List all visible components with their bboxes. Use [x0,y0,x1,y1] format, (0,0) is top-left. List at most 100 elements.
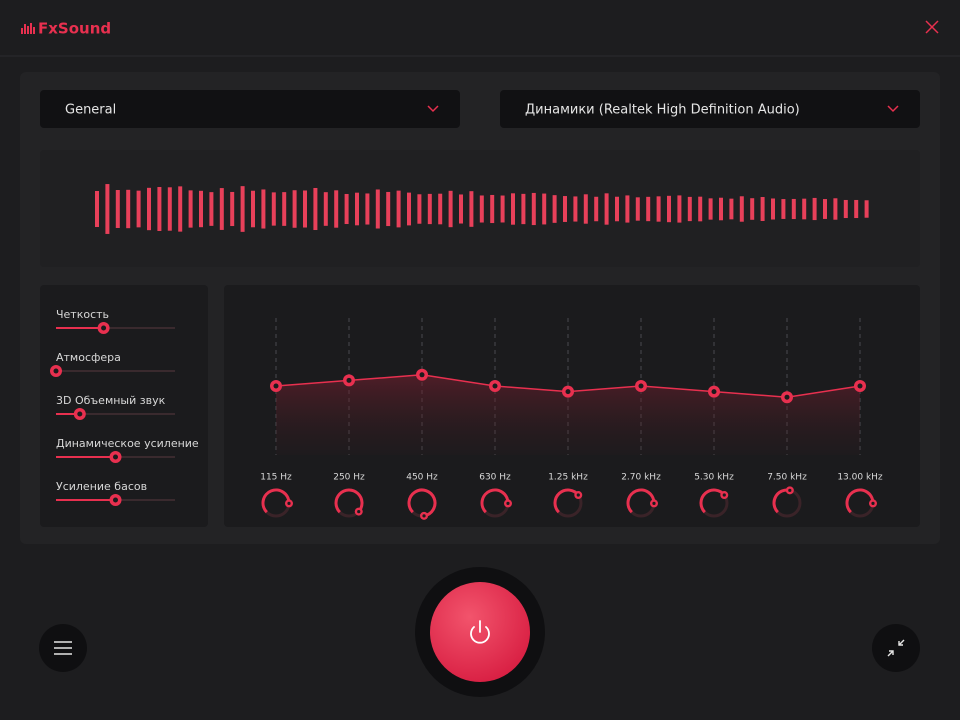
eq-point-center [346,377,352,383]
spectrum-bar [303,190,307,228]
spectrum-bar [479,195,484,223]
spectrum-bar [708,198,713,220]
knob-dot-center [357,509,361,514]
spectrum-bar [802,198,807,220]
effects-panel [40,285,208,527]
eq-point-center [419,372,425,378]
spectrum-bar [521,193,526,225]
spectrum-bar [261,189,266,229]
spectrum-bar [615,196,619,222]
spectrum-bar [781,199,786,219]
spectrum-bar [271,192,276,226]
spectrum-bar [230,191,235,227]
spectrum-bar [531,192,536,226]
spectrum-bar [573,196,578,222]
spectrum-bar [594,196,599,222]
spectrum-bar [386,191,391,227]
slider-knob-center [113,497,118,503]
spectrum-bar [157,187,162,231]
knob-dot-center [506,501,510,506]
spectrum-bar [635,197,640,221]
eq-point-center [565,389,571,395]
close-button[interactable] [925,20,939,34]
band-label: 250 Hz [333,473,365,483]
spectrum-bar [646,196,651,222]
spectrum-bar [771,198,775,220]
device-dropdown[interactable] [500,90,920,128]
spectrum-bar [407,192,411,226]
band-label: 7.50 kHz [767,473,807,483]
knob-dot-center [788,488,792,492]
knob-arc [334,488,364,514]
preset-text: General [65,103,116,118]
spectrum-bar [105,184,110,234]
spectrum-bar [760,197,765,221]
knob-dot-center [652,501,656,506]
knob-dot-center [722,493,726,497]
band-label: 5.30 kHz [694,473,734,483]
spectrum-bar [833,198,838,220]
slider-knob-center [113,454,118,460]
spectrum-bar [344,193,349,225]
spectrum-bar [240,186,245,232]
spectrum-bar [729,198,734,220]
knob-arc [845,488,875,514]
spectrum-bar [687,196,692,222]
spectrum-bar [667,195,671,223]
spectrum-bar [147,187,151,231]
spectrum-bar [677,195,682,223]
spectrum-bar [95,191,99,227]
spectrum-bar [355,192,359,226]
spectrum-bar [375,189,380,229]
spectrum-bar [625,195,630,223]
eq-point-center [711,389,717,395]
minimize-icon [887,639,905,657]
spectrum [95,184,869,234]
spectrum-bar [323,192,328,226]
band-label: 13.00 kHz [837,473,883,483]
spectrum-bar [292,190,297,228]
effect-label: Атмосфера [56,351,121,364]
equalizer: 115 Hz 250 Hz 450 Hz 630 Hz 1.25 kHz 2.70 kHz… [260,318,883,520]
spectrum-bar [178,186,183,232]
spectrum-bar [136,190,141,228]
spectrum-bar [719,197,723,221]
knob-arc [553,488,580,514]
dropdown-chevron [887,105,899,113]
effect-label: Динамическое усиление [56,437,199,450]
spectrum-bar [698,196,703,222]
minimize-button[interactable] [872,624,920,672]
spectrum-bar [656,196,661,222]
power-icon [470,620,490,644]
spectrum-bar [490,194,495,224]
spectrum-bar [854,199,859,219]
band-label: 1.25 kHz [548,473,588,483]
slider-knob-center [101,325,107,331]
effect-label: Усиление басов [56,480,147,493]
knob-dot-center [422,514,426,518]
band-label: 115 Hz [260,473,292,483]
spectrum-bar [739,196,744,222]
dropdown-chevron [427,105,439,113]
eq-point-center [784,394,790,400]
effect-label: 3D Объемный звук [56,394,166,407]
eq-point-center [857,383,863,389]
knob-arc [480,488,510,514]
preset-dropdown[interactable] [40,90,460,128]
knob-arc [261,488,291,514]
spectrum-bar [552,195,557,223]
knob-arc [407,488,437,518]
spectrum-bar [823,199,827,219]
spectrum-bar [417,194,422,224]
spectrum-bar [396,190,401,228]
effects: Четкость Атмосфера 3D Объемный звук Динамич… [50,308,199,506]
spectrum-bar [843,199,848,219]
knob-arc [699,488,726,514]
device-text: Динамики (Realtek High Definition Audio) [525,103,800,118]
spectrum-bar [459,194,463,224]
eq-point-center [492,383,498,389]
spectrum-bar [542,193,547,225]
knob-dot-center [871,501,875,506]
